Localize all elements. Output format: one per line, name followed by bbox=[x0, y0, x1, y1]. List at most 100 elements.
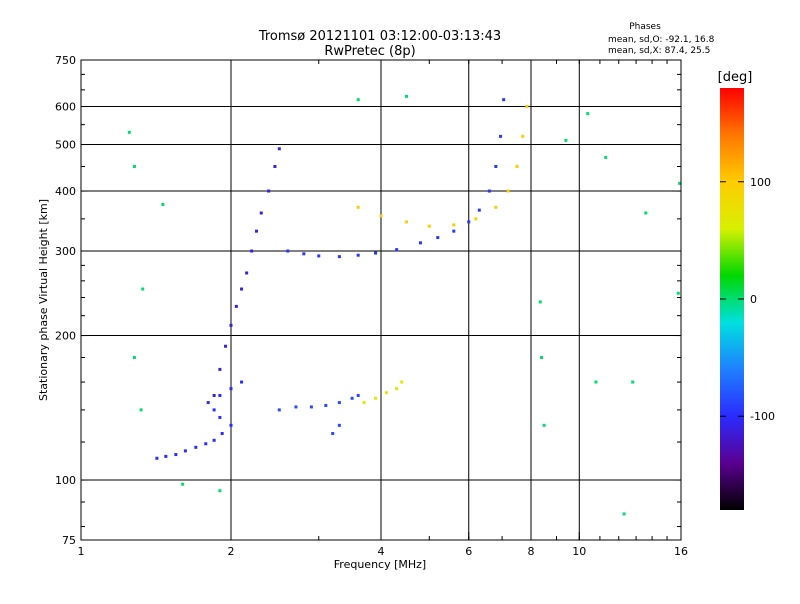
data-point-s6-6 bbox=[181, 482, 185, 486]
data-point-s3-2 bbox=[404, 220, 408, 224]
data-point-s1-7 bbox=[250, 249, 254, 253]
data-point-s2-14 bbox=[499, 134, 503, 138]
data-point-s2-0 bbox=[286, 249, 290, 253]
data-point-s1-0 bbox=[212, 394, 216, 398]
data-point-s2-7 bbox=[418, 241, 422, 245]
data-points bbox=[127, 94, 682, 516]
data-point-s2-5 bbox=[374, 251, 378, 255]
data-point-s2-2 bbox=[317, 254, 321, 258]
data-point-s0-1 bbox=[164, 454, 168, 458]
data-point-s1-10 bbox=[267, 189, 271, 193]
data-point-s6-13 bbox=[586, 112, 590, 116]
data-point-s0-7 bbox=[220, 432, 224, 436]
colorbar-ticks: 100 0 -100 bbox=[720, 176, 775, 423]
data-point-s4-6 bbox=[356, 394, 360, 398]
data-point-s1-5 bbox=[240, 287, 244, 291]
data-point-s6-0 bbox=[127, 130, 131, 134]
data-point-s6-12 bbox=[564, 138, 568, 142]
data-point-s4-8 bbox=[337, 423, 341, 427]
data-point-s0-9 bbox=[218, 415, 222, 419]
data-point-s6-2 bbox=[141, 287, 145, 291]
y-axis-ticks: 75 100 200 300 400 500 600 750 bbox=[55, 54, 681, 547]
colorbar-tick-label--100: -100 bbox=[750, 410, 775, 423]
data-point-s2-10 bbox=[467, 220, 471, 224]
data-point-s6-21 bbox=[542, 423, 546, 427]
data-point-s6-7 bbox=[218, 489, 222, 493]
data-point-s1-6 bbox=[245, 271, 249, 275]
data-point-s1-12 bbox=[277, 147, 281, 151]
y-tick-label-200: 200 bbox=[55, 330, 76, 343]
data-point-s6-9 bbox=[404, 94, 408, 98]
data-point-s6-17 bbox=[631, 380, 635, 384]
data-point-s1-11 bbox=[273, 164, 277, 168]
data-point-s5-3 bbox=[395, 387, 399, 391]
data-point-s6-1 bbox=[132, 164, 136, 168]
data-point-s1-2 bbox=[224, 344, 228, 348]
chart-subtitle: RwPretec (8p) bbox=[324, 44, 415, 59]
data-point-s0-14 bbox=[240, 380, 244, 384]
data-point-s2-6 bbox=[395, 248, 399, 252]
data-point-s0-2 bbox=[174, 453, 178, 457]
data-point-s0-13 bbox=[229, 387, 233, 391]
legend-heading: Phases bbox=[629, 22, 661, 32]
x-tick-label-8: 8 bbox=[528, 545, 535, 558]
legend-line-x: mean, sd,X: 87.4, 25.5 bbox=[608, 46, 710, 56]
data-point-s5-0 bbox=[362, 401, 366, 405]
data-point-s1-1 bbox=[218, 367, 222, 371]
data-point-s6-16 bbox=[622, 512, 626, 516]
data-point-s4-5 bbox=[350, 396, 354, 400]
y-tick-label-300: 300 bbox=[55, 245, 76, 258]
y-axis-label: Stationary phase Virtual Height [km] bbox=[37, 199, 50, 401]
data-point-s3-0 bbox=[356, 205, 360, 209]
data-point-s3-7 bbox=[506, 189, 510, 193]
data-point-s0-6 bbox=[212, 438, 216, 442]
data-point-s3-3 bbox=[427, 224, 431, 228]
data-point-s6-11 bbox=[540, 355, 544, 359]
data-point-s4-1 bbox=[294, 405, 298, 409]
data-point-s4-4 bbox=[337, 401, 341, 405]
data-point-s3-10 bbox=[525, 105, 529, 109]
data-point-s0-10 bbox=[212, 408, 216, 412]
y-tick-label-75: 75 bbox=[62, 534, 76, 547]
data-point-s5-1 bbox=[374, 396, 378, 400]
colorbar-tick-label-100: 100 bbox=[750, 176, 771, 189]
x-tick-label-4: 4 bbox=[378, 545, 385, 558]
data-point-s6-3 bbox=[132, 355, 136, 359]
y-tick-label-400: 400 bbox=[55, 185, 76, 198]
data-point-s1-9 bbox=[259, 211, 263, 215]
x-tick-label-10: 10 bbox=[572, 545, 586, 558]
data-point-s6-10 bbox=[538, 300, 542, 304]
data-point-s6-4 bbox=[139, 408, 143, 412]
data-point-s2-15 bbox=[502, 98, 506, 102]
colorbar-label: [deg] bbox=[718, 70, 753, 85]
x-tick-label-16: 16 bbox=[674, 545, 688, 558]
data-point-s5-4 bbox=[400, 380, 404, 384]
data-point-s3-9 bbox=[521, 134, 525, 138]
data-point-s2-1 bbox=[302, 252, 306, 256]
colorbar-tick-label-0: 0 bbox=[750, 293, 757, 306]
data-point-s3-8 bbox=[515, 164, 519, 168]
data-point-s2-12 bbox=[487, 189, 491, 193]
data-point-s6-15 bbox=[604, 155, 608, 159]
data-point-s6-5 bbox=[161, 202, 165, 206]
data-point-s2-9 bbox=[452, 229, 456, 233]
y-tick-label-100: 100 bbox=[55, 474, 76, 487]
data-point-s4-2 bbox=[309, 405, 313, 409]
data-point-s6-20 bbox=[676, 291, 680, 295]
data-point-s1-8 bbox=[254, 229, 258, 233]
data-point-s6-18 bbox=[644, 211, 648, 215]
legend-line-o: mean, sd,O: -92.1, 16.8 bbox=[608, 35, 715, 45]
data-point-s2-13 bbox=[494, 164, 498, 168]
data-point-s0-5 bbox=[204, 442, 208, 446]
data-point-s5-2 bbox=[384, 391, 388, 395]
data-point-s0-0 bbox=[155, 456, 159, 460]
data-point-s0-11 bbox=[206, 401, 210, 405]
data-point-s0-8 bbox=[229, 423, 233, 427]
x-tick-label-1: 1 bbox=[78, 545, 85, 558]
grid-lines bbox=[81, 60, 681, 540]
x-tick-label-6: 6 bbox=[465, 545, 472, 558]
data-point-s6-14 bbox=[594, 380, 598, 384]
data-point-s0-12 bbox=[218, 394, 222, 398]
data-point-s3-6 bbox=[494, 205, 498, 209]
